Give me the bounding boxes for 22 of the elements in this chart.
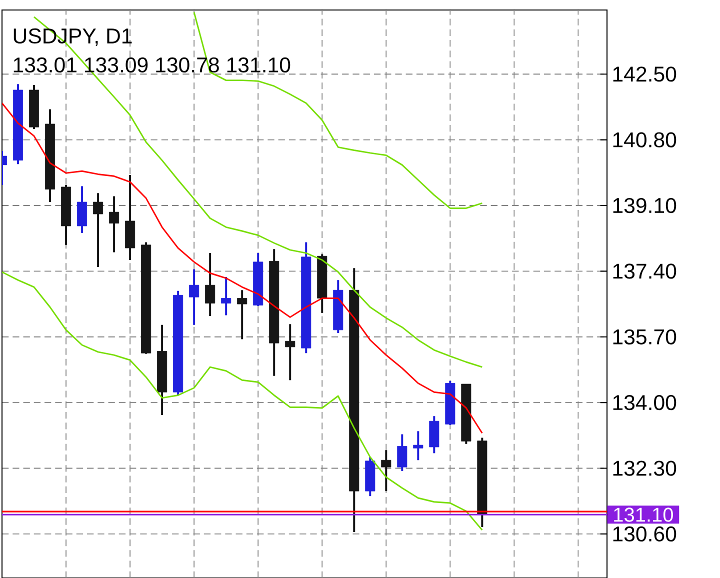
y-tick-label: 140.80 <box>613 132 676 148</box>
line-series <box>2 271 483 531</box>
candlestick <box>93 192 104 268</box>
y-tick-label: 135.70 <box>613 329 676 344</box>
y-tick-label: 139.10 <box>613 198 676 214</box>
candlestick <box>189 268 200 326</box>
y-tick-label: 132.30 <box>613 460 676 476</box>
candlestick <box>221 276 232 316</box>
candlestick <box>237 289 248 340</box>
candlestick <box>285 323 296 382</box>
y-tick-label: 130.60 <box>613 526 676 542</box>
line-series <box>2 102 483 434</box>
candlestick <box>381 449 392 492</box>
y-tick-label: 134.00 <box>613 395 676 410</box>
ref-line-label: 131.10 <box>614 508 673 522</box>
candlestick <box>109 195 120 254</box>
y-tick-label: 137.40 <box>613 264 676 279</box>
candlestick <box>205 252 216 318</box>
candlestick <box>397 433 408 472</box>
candlestick <box>77 185 88 234</box>
candlestick <box>413 430 424 462</box>
y-tick-label: 142.50 <box>613 66 676 82</box>
